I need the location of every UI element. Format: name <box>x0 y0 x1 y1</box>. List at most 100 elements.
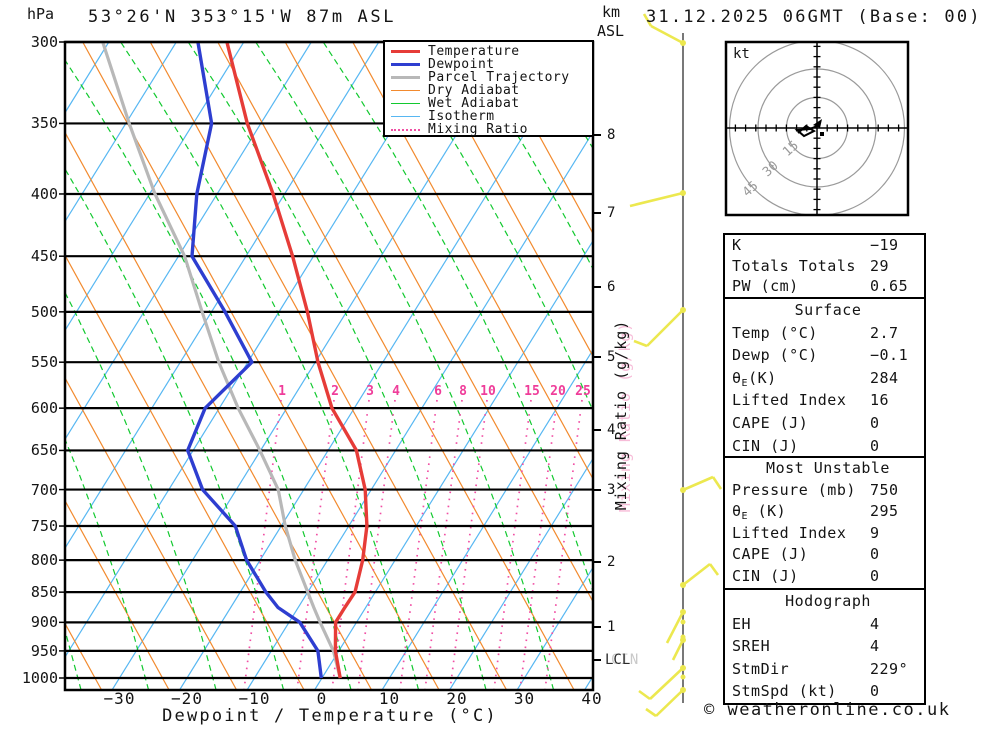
wind-barb-column <box>629 13 723 718</box>
panel-table-hodograph: Hodograph EH 4 SREH 4 StmDir 229° StmSpd (kt) 0 <box>723 588 926 705</box>
table-row-label: CAPE (J) <box>732 413 809 432</box>
table-row: EH 4 <box>725 613 924 636</box>
table-row-value: 229° <box>870 659 909 678</box>
table-row-value: 2.7 <box>870 323 899 342</box>
table-row: StmDir 229° <box>725 658 924 681</box>
legend-line-sample <box>391 103 420 104</box>
mixing-ratio-axis-label: Mixing Ratio (g/kg) <box>612 319 630 511</box>
pressure-tick-label: 600 <box>30 399 58 418</box>
legend-item: Dry Adiabat <box>391 84 592 97</box>
temperature-tick-label: −30 <box>103 689 136 708</box>
legend-item: Isotherm <box>391 110 592 123</box>
hodograph-ring-label: 45 <box>740 179 762 201</box>
temperature-tick-label: 20 <box>446 689 468 708</box>
table-row-value: 0.65 <box>870 277 909 296</box>
table-row-label: Lifted Index <box>732 523 847 542</box>
legend-item-label: Parcel Trajectory <box>428 70 570 85</box>
pressure-axis-unit: hPa <box>27 5 55 23</box>
mixing-ratio-value-label: 2 <box>331 384 339 399</box>
pressure-tick-label: 800 <box>30 551 58 570</box>
wind-barb <box>645 687 686 718</box>
table-row: Dewp (°C) −0.1 <box>725 344 924 367</box>
mixing-ratio-value-label: 15 <box>524 384 540 399</box>
hodograph-ring-label: 15 <box>780 138 802 160</box>
plot-background <box>65 42 593 690</box>
x-axis-title: Dewpoint / Temperature (°C) <box>162 706 498 726</box>
table-row-value: 0 <box>870 682 880 700</box>
table-row: Pressure (mb) 750 <box>725 480 924 502</box>
wind-barb <box>671 637 686 661</box>
pressure-tick-label: 650 <box>30 441 58 460</box>
pressure-tick-label: 300 <box>30 33 58 51</box>
pressure-grid-lines <box>59 40 593 680</box>
table-header: Most Unstable <box>766 459 890 477</box>
legend-line-sample <box>391 116 420 117</box>
wind-barb <box>642 13 686 46</box>
sounding-profiles <box>101 42 369 679</box>
mixing-ratio-value-label: 3 <box>366 384 374 399</box>
table-row-label: SREH <box>732 637 771 655</box>
table-row-label: EH <box>732 614 752 633</box>
temperature-tick-label: 10 <box>378 689 401 708</box>
legend-item-label: Mixing Ratio <box>428 122 528 137</box>
hodograph-ticks <box>734 45 900 211</box>
table-row-value: 29 <box>870 256 890 275</box>
pressure-tick-label: 450 <box>30 247 58 266</box>
temperature-tick-label: −20 <box>171 689 203 708</box>
legend: Temperature Dewpoint Parcel Trajectory Dry … <box>383 40 594 137</box>
hodograph-unit-label: kt <box>733 46 750 62</box>
hodograph-ring-label: 30 <box>760 158 782 180</box>
km-tick-label: 6 <box>607 279 616 295</box>
legend-line-sample <box>391 50 420 53</box>
temperature-tick-label: −10 <box>238 689 271 708</box>
mixing-ratio-value-label: 4 <box>392 384 400 399</box>
copyright: © weatheronline.co.uk <box>704 700 951 720</box>
legend-line-sample <box>391 76 420 79</box>
table-row-label: CAPE (J) <box>732 545 809 564</box>
temperature-tick-label: 0 <box>316 689 328 708</box>
legend-item: Temperature <box>391 45 592 58</box>
table-row-label: StmSpd (kt) <box>732 682 837 700</box>
table-row-value: 750 <box>870 480 899 499</box>
table-row: CIN (J) 0 <box>725 435 924 458</box>
table-row-label: θE(K) <box>732 368 777 389</box>
table-row-label: θE (K) <box>732 502 787 523</box>
km-tick-label: 5 <box>607 349 616 365</box>
wind-barb <box>629 190 686 208</box>
legend-item: Wet Adiabat <box>391 97 592 110</box>
legend-item: Parcel Trajectory <box>391 71 592 84</box>
parcel-trajectory-curve <box>101 42 342 679</box>
wind-barb <box>638 665 686 701</box>
legend-item-label: Temperature <box>428 44 520 59</box>
plot-frame <box>63 40 595 692</box>
table-row-value: 16 <box>870 391 890 410</box>
legend-item-label: Dewpoint <box>428 57 495 72</box>
table-row: CAPE (J) 0 <box>725 412 924 435</box>
table-row: Temp (°C) 2.7 <box>725 322 924 345</box>
pressure-tick-label: 700 <box>30 480 58 499</box>
table-row-value: 0 <box>870 545 880 564</box>
pressure-tick-label: 900 <box>30 613 58 632</box>
temperature-curve <box>225 42 369 679</box>
table-row-value: −19 <box>870 236 899 254</box>
table-row-value: 4 <box>870 614 880 633</box>
wind-dot <box>680 619 686 625</box>
table-row: StmSpd (kt) 0 <box>725 680 924 703</box>
hodograph-trace <box>794 124 818 138</box>
mixing-ratio-lines <box>243 399 583 690</box>
panel-table-surface: Surface Temp (°C) 2.7 Dewp (°C) −0.1 θE(K) 284… <box>723 297 926 460</box>
dry-adiabat-lines <box>65 42 593 690</box>
pressure-tick-label: 1000 <box>21 669 58 687</box>
table-row: K −19 <box>725 235 924 256</box>
km-tick-label: 2 <box>607 554 616 570</box>
legend-line-sample <box>391 128 420 131</box>
mixing-ratio-value-label: 1 <box>278 384 286 399</box>
table-row: θE (K) 295 <box>725 501 924 523</box>
dewpoint-curve <box>185 42 323 679</box>
table-row-value: 295 <box>870 502 899 521</box>
wet-adiabat-lines <box>65 42 593 690</box>
temperature-tick-label: 30 <box>513 689 536 708</box>
wind-barb <box>680 562 720 588</box>
hodograph-frame <box>724 40 910 217</box>
